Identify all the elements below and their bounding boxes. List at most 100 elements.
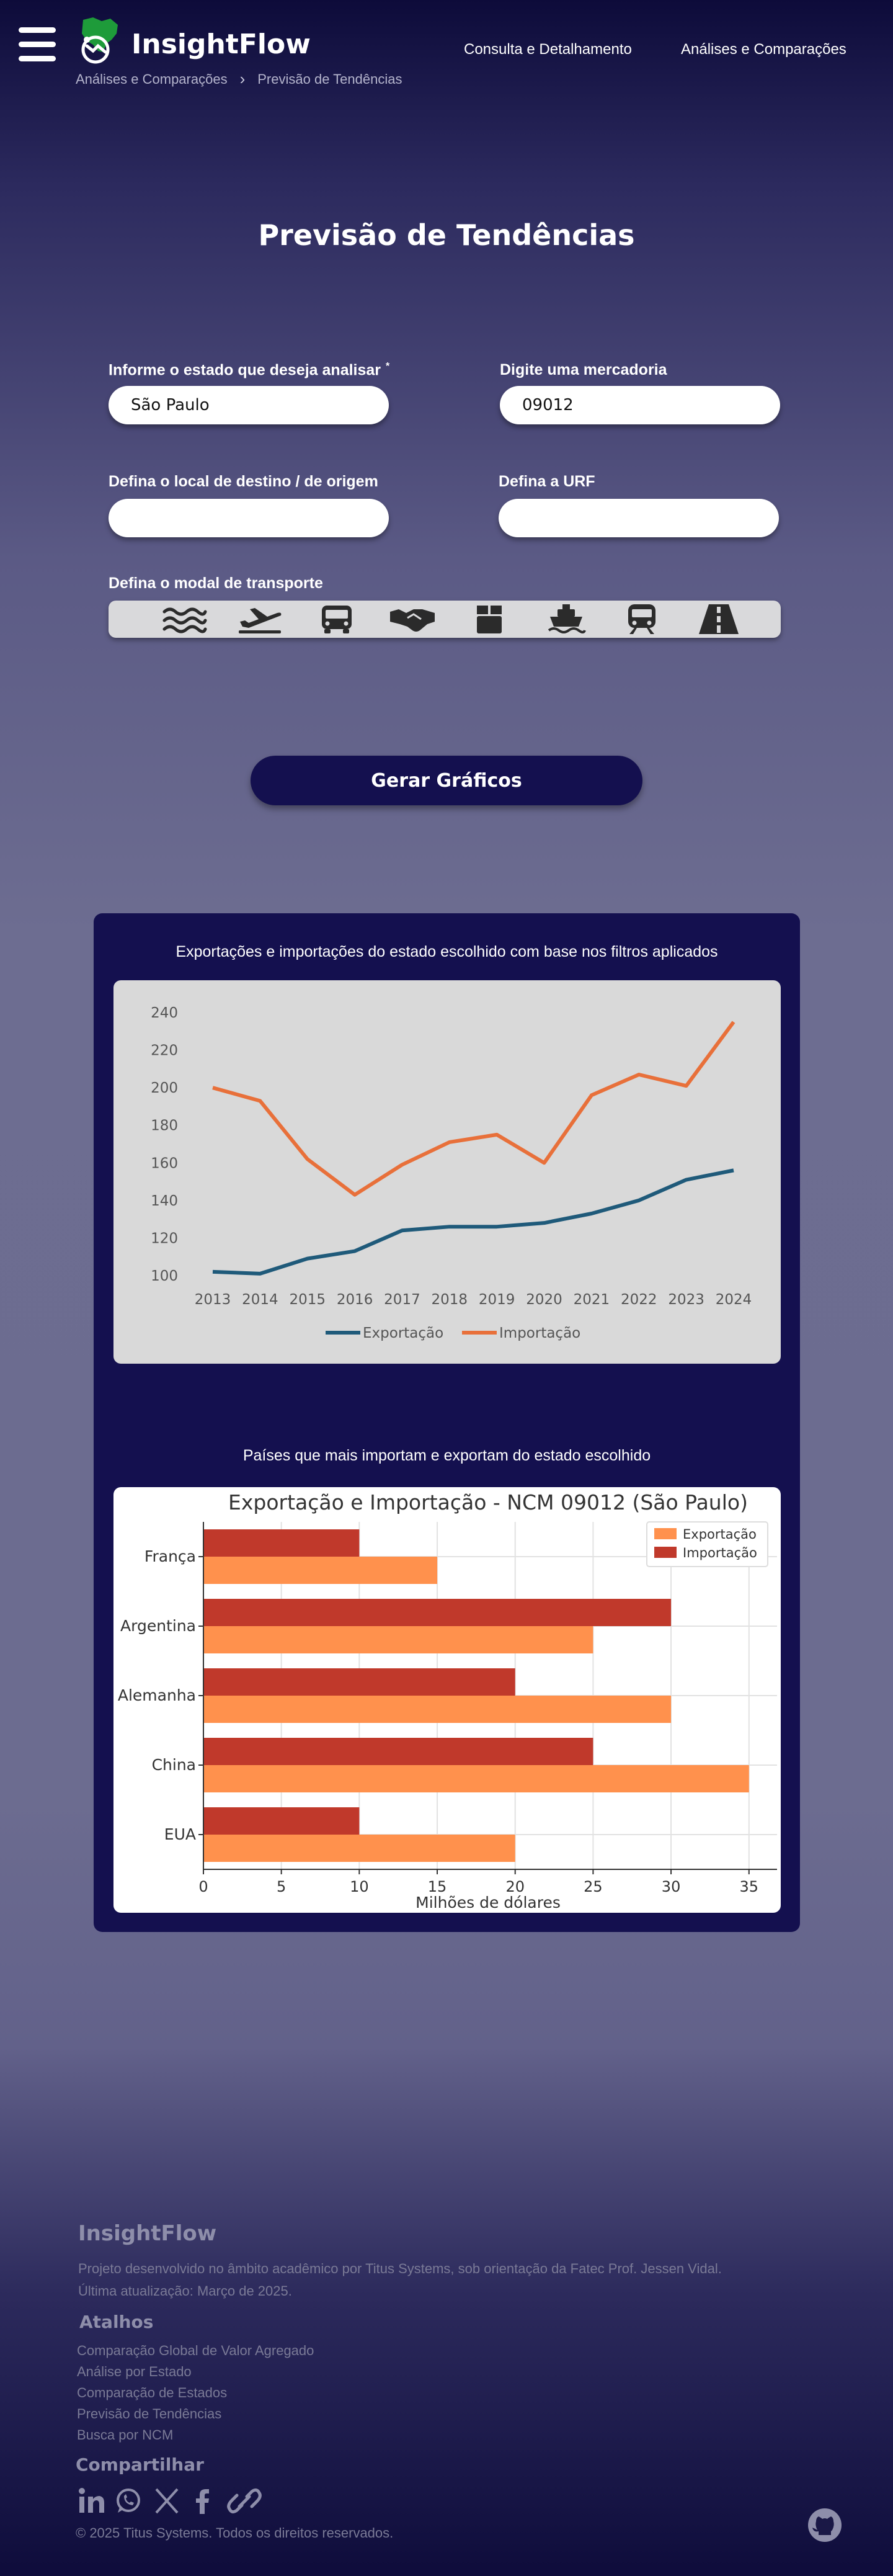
generate-charts-button[interactable]: Gerar Gráficos [251, 756, 642, 805]
bar-importacao [203, 1668, 515, 1696]
y-tick-label: EUA [164, 1825, 196, 1843]
footer-link-comparacao-estados[interactable]: Comparação de Estados [77, 2385, 228, 2400]
x-tick-label: 2019 [479, 1292, 515, 1308]
bar-exportacao [203, 1626, 593, 1653]
logo-icon [81, 17, 118, 64]
footer-shortcuts-title: Atalhos [79, 2312, 154, 2332]
state-label: Informe o estado que deseja analisar * [109, 361, 390, 379]
x-tick-label: 2016 [337, 1292, 373, 1308]
urf-label: Defina a URF [499, 473, 595, 490]
product-field[interactable]: 09012 [500, 386, 780, 424]
x-tick-label: 2022 [621, 1292, 657, 1308]
x-tick-label: 35 [739, 1878, 758, 1895]
y-tick-label: 240 [151, 1005, 178, 1021]
legend-swatch [654, 1547, 677, 1558]
legend-swatch [654, 1528, 677, 1539]
legend-box [646, 1521, 768, 1567]
product-label: Digite uma mercadoria [500, 361, 667, 378]
footer-link-previsao[interactable]: Previsão de Tendências [77, 2406, 222, 2422]
y-tick-label: China [152, 1756, 196, 1774]
x-tick-label: 20 [505, 1878, 525, 1895]
chart2-caption: Países que mais importam e exportam do e… [242, 1447, 651, 1464]
breadcrumb-item-analises[interactable]: Análises e Comparações [76, 71, 228, 87]
chart1-caption: Exportações e importações do estado esco… [175, 943, 718, 960]
bar-importacao [203, 1807, 360, 1835]
y-tick-label: 200 [151, 1080, 178, 1096]
menu-icon[interactable] [19, 27, 56, 71]
legend-label: Exportação [363, 1325, 443, 1341]
x-tick-label: 10 [350, 1878, 369, 1895]
bar-importacao [203, 1599, 672, 1626]
legend-label: Importação [683, 1545, 757, 1560]
bar-exportacao [203, 1765, 749, 1792]
bar-exportacao [203, 1835, 515, 1862]
legend-label: Exportação [683, 1527, 757, 1542]
x-tick-label: 5 [277, 1878, 286, 1895]
y-tick-label: França [144, 1547, 196, 1565]
footer-updated: Última atualização: Março de 2025. [78, 2283, 292, 2299]
waves-icon[interactable] [161, 604, 208, 634]
footer-description: Projeto desenvolvido no âmbito acadêmico… [78, 2261, 722, 2276]
truck-icon[interactable] [313, 604, 360, 634]
y-tick-label: 160 [151, 1155, 178, 1171]
series-line-importacao [212, 1021, 735, 1197]
road-icon[interactable] [695, 604, 742, 634]
x-tick-label: 2017 [384, 1292, 420, 1308]
state-field[interactable]: São Paulo [109, 386, 389, 424]
footer-share-title: Compartilhar [76, 2454, 204, 2475]
x-icon[interactable] [153, 2487, 181, 2515]
x-tick-label: 2015 [289, 1292, 326, 1308]
results-panel: Exportações e importações do estado esco… [94, 913, 800, 1932]
header: InsightFlow Consulta e Detalhamento Anál… [0, 0, 893, 99]
bar-importacao [203, 1738, 593, 1765]
bar-exportacao [203, 1696, 672, 1723]
ship-icon[interactable] [543, 604, 590, 634]
modal-label: Defina o modal de transporte [109, 575, 323, 592]
github-icon[interactable] [807, 2508, 842, 2542]
footer-link-comparacao-global[interactable]: Comparação Global de Valor Agregado [77, 2343, 314, 2358]
handshake-icon[interactable] [389, 604, 436, 634]
airplane-icon[interactable] [236, 604, 283, 634]
y-tick-label: Argentina [120, 1617, 196, 1635]
breadcrumb: Análises e Comparações › Previsão de Ten… [76, 69, 402, 89]
breadcrumb-item-current: Previsão de Tendências [257, 71, 402, 87]
bar-exportacao [203, 1557, 438, 1584]
legend-label: Importação [499, 1325, 580, 1341]
chart-title: Exportação e Importação - NCM 09012 (São… [228, 1490, 748, 1514]
transport-modal-selector [109, 601, 781, 638]
required-mark: * [386, 361, 390, 372]
footer-link-analise-estado[interactable]: Análise por Estado [77, 2364, 192, 2379]
nav-consulta[interactable]: Consulta e Detalhamento [464, 41, 632, 58]
trend-chart-container: 100 120 140 160 180 200 220 240 2013 2014 2015 2016… [113, 980, 781, 1364]
y-tick-label: 220 [151, 1043, 178, 1059]
x-tick-label: 2014 [242, 1292, 278, 1308]
x-tick-label: 25 [584, 1878, 603, 1895]
footer-brand: InsightFlow [78, 2221, 217, 2246]
y-tick-label: 180 [151, 1118, 178, 1134]
x-tick-label: 2023 [668, 1292, 704, 1308]
linkedin-icon[interactable] [77, 2487, 105, 2515]
copyright: © 2025 Titus Systems. Todos os direitos … [76, 2525, 394, 2541]
link-icon[interactable] [227, 2487, 262, 2515]
countries-bar-chart: 0 5 10 15 20 25 30 35 França Argentina Alemanha Chi… [118, 1490, 777, 1912]
x-axis-label: Milhões de dólares [415, 1894, 561, 1912]
y-tick-label: 140 [151, 1193, 178, 1209]
trend-line-chart: 100 120 140 160 180 200 220 240 2013 2014 2015 2016… [151, 1005, 752, 1341]
x-tick-label: 2018 [432, 1292, 468, 1308]
x-tick-label: 2013 [195, 1292, 231, 1308]
train-icon[interactable] [618, 604, 665, 634]
destination-field[interactable] [109, 499, 389, 537]
x-tick-label: 2020 [526, 1292, 562, 1308]
y-tick-label: 100 [151, 1268, 178, 1284]
nav-analises[interactable]: Análises e Comparações [681, 41, 846, 58]
x-tick-label: 2024 [716, 1292, 752, 1308]
facebook-icon[interactable] [189, 2487, 217, 2515]
package-icon[interactable] [466, 604, 513, 634]
whatsapp-icon[interactable] [114, 2487, 143, 2515]
urf-field[interactable] [499, 499, 779, 537]
footer-link-busca-ncm[interactable]: Busca por NCM [77, 2427, 174, 2443]
x-tick-label: 15 [428, 1878, 447, 1895]
x-tick-label: 30 [662, 1878, 681, 1895]
brand-name[interactable]: InsightFlow [131, 29, 311, 60]
page-title: Previsão de Tendências [258, 218, 635, 252]
